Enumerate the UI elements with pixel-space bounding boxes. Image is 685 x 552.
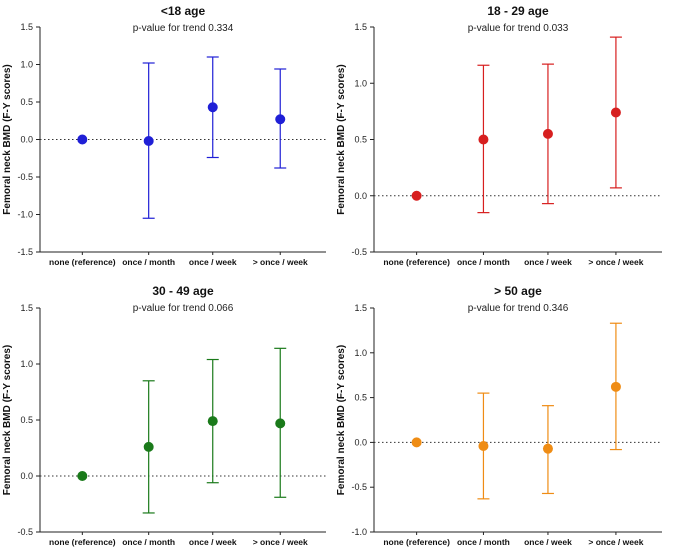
- data-point: [411, 190, 422, 201]
- data-point: [143, 441, 154, 452]
- chart-panel-4: > 50 age p-value for trend 0.346 Femoral n…: [336, 284, 662, 547]
- data-point: [610, 107, 621, 118]
- y-tick-label: 1.0: [354, 78, 367, 88]
- y-tick-label: 1.5: [20, 22, 33, 32]
- chart-panel-1: <18 age p-value for trend 0.334 Femoral ne…: [2, 4, 326, 267]
- y-axis-label: Femoral neck BMD (F-Y scores): [2, 64, 13, 214]
- y-tick-label: 0.5: [20, 415, 33, 425]
- chart-title: > 50 age: [494, 284, 542, 298]
- data-point: [478, 134, 489, 145]
- y-tick-label: 1.5: [20, 303, 33, 313]
- y-axis-label: Femoral neck BMD (F-Y scores): [2, 345, 13, 495]
- data-point: [610, 381, 621, 392]
- x-tick-label: none (reference): [383, 537, 450, 547]
- y-tick-label: -1.0: [17, 210, 33, 220]
- x-tick-label: once / month: [122, 537, 175, 547]
- x-tick-label: > once / week: [253, 257, 308, 267]
- x-tick-label: > once / week: [588, 257, 643, 267]
- data-point: [275, 114, 286, 125]
- x-tick-label: once / month: [122, 257, 175, 267]
- data-point: [207, 102, 218, 113]
- data-point: [143, 136, 154, 146]
- y-tick-label: 1.5: [354, 303, 367, 313]
- x-tick-label: > once / week: [253, 537, 308, 547]
- chart-title: 18 - 29 age: [487, 4, 549, 18]
- y-tick-label: 1.0: [354, 348, 367, 358]
- x-tick-label: none (reference): [383, 257, 450, 267]
- y-tick-label: -1.0: [351, 527, 367, 537]
- chart-subtitle: p-value for trend 0.066: [133, 303, 234, 314]
- y-tick-label: -0.5: [17, 527, 33, 537]
- y-tick-label: 1.0: [20, 60, 33, 70]
- chart-title: <18 age: [161, 4, 206, 18]
- x-tick-label: once / week: [524, 257, 572, 267]
- data-point: [478, 440, 489, 451]
- x-tick-label: none (reference): [49, 537, 116, 547]
- y-tick-label: -0.5: [351, 247, 367, 257]
- x-tick-label: once / month: [457, 537, 510, 547]
- y-tick-label: -1.5: [17, 247, 33, 257]
- x-tick-label: once / week: [189, 257, 237, 267]
- y-tick-label: 0.0: [354, 437, 367, 447]
- y-tick-label: 1.0: [20, 359, 33, 369]
- chart-panel-3: 30 - 49 age p-value for trend 0.066 Femora…: [2, 284, 326, 547]
- data-point: [542, 128, 553, 139]
- data-point: [542, 443, 553, 454]
- data-point: [77, 471, 88, 481]
- chart-subtitle: p-value for trend 0.033: [468, 23, 569, 34]
- y-tick-label: 0.5: [354, 135, 367, 145]
- data-point: [207, 416, 218, 427]
- y-tick-label: -0.5: [17, 172, 33, 182]
- y-tick-label: 0.5: [20, 97, 33, 107]
- y-axis-label: Femoral neck BMD (F-Y scores): [336, 64, 347, 214]
- chart-title: 30 - 49 age: [152, 284, 214, 298]
- y-axis-label: Femoral neck BMD (F-Y scores): [336, 345, 347, 495]
- x-tick-label: none (reference): [49, 257, 116, 267]
- x-tick-label: once / month: [457, 257, 510, 267]
- chart-subtitle: p-value for trend 0.334: [133, 23, 234, 34]
- data-point: [275, 418, 286, 429]
- data-point: [77, 134, 88, 145]
- x-tick-label: once / week: [189, 537, 237, 547]
- x-tick-label: > once / week: [588, 537, 643, 547]
- data-point: [411, 437, 422, 448]
- y-tick-label: 0.0: [354, 191, 367, 201]
- y-tick-label: 0.0: [20, 135, 33, 145]
- y-tick-label: -0.5: [351, 482, 367, 492]
- chart-panel-2: 18 - 29 age p-value for trend 0.033 Femora…: [336, 4, 662, 267]
- y-tick-label: 0.5: [354, 393, 367, 403]
- y-tick-label: 0.0: [20, 471, 33, 481]
- chart-subtitle: p-value for trend 0.346: [468, 303, 569, 314]
- x-tick-label: once / week: [524, 537, 572, 547]
- y-tick-label: 1.5: [354, 22, 367, 32]
